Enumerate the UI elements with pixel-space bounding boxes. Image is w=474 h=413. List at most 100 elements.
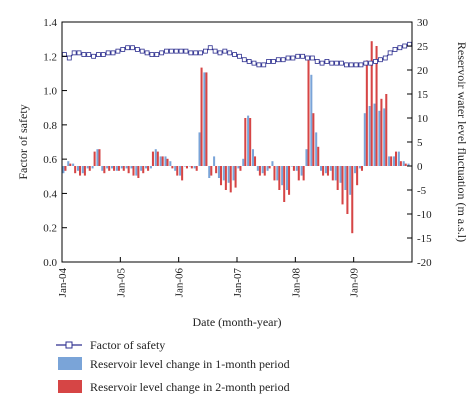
factor-of-safety-point (232, 52, 237, 57)
bar-1-month (290, 166, 293, 167)
factor-of-safety-point (202, 48, 208, 54)
factor-of-safety-point (261, 62, 267, 68)
bar-2-month (375, 46, 378, 166)
bar-1-month (193, 166, 196, 169)
y-left-tick-label: 1.2 (43, 51, 57, 63)
bar-1-month (392, 156, 395, 166)
factor-of-safety-point (207, 45, 213, 51)
bar-1-month (232, 166, 235, 181)
bar-2-month (142, 166, 145, 174)
factor-of-safety-point (139, 48, 145, 54)
bar-2-month (244, 118, 247, 166)
bar-1-month (368, 106, 371, 166)
bar-1-month (320, 166, 323, 171)
y-right-axis: -20 -15 -10 -5 0 5 10 15 20 25 30 (407, 17, 432, 269)
factor-of-safety-point (339, 60, 344, 66)
plot-frame (61, 21, 413, 263)
bar-2-month (390, 156, 393, 166)
factor-of-safety-point (305, 55, 310, 61)
factor-of-safety-point (86, 52, 92, 57)
x-tick-label: Jan-06 (174, 268, 186, 298)
y-left-tick-label: 1.0 (43, 86, 57, 98)
bar-1-month (222, 166, 225, 181)
y-right-tick-label: 25 (417, 41, 429, 53)
bar-1-month (256, 166, 259, 171)
factor-of-safety-point (246, 59, 252, 64)
bar-2-month (200, 67, 203, 166)
y-right-tick-label: 5 (417, 137, 423, 149)
factor-of-safety-point (120, 47, 126, 52)
bar-2-month (113, 166, 116, 171)
factor-of-safety-point (105, 50, 111, 56)
bar-1-month (198, 132, 201, 166)
bar-1-month (227, 166, 230, 183)
legend-label-1-month: Reservoir level change in 1-month period (90, 357, 290, 371)
y-left-tick-label: 0.2 (43, 223, 57, 235)
bar-1-month (407, 163, 410, 166)
factor-of-safety-point (178, 48, 184, 54)
bar-1-month (237, 166, 240, 169)
bar-1-month (208, 166, 211, 178)
x-tick-label: Jan-04 (57, 268, 69, 298)
bar-1-month (115, 166, 118, 171)
y-right-axis-title: Reservoir water level fluctuation (m a.s… (455, 42, 469, 242)
bar-2-month (64, 166, 67, 171)
bar-2-month (117, 166, 120, 171)
bar-1-month (120, 166, 123, 169)
factor-of-safety-point (314, 59, 320, 64)
factor-of-safety-point (100, 52, 106, 57)
bar-1-month (81, 166, 84, 174)
factor-of-safety-point (397, 45, 403, 51)
factor-of-safety-point (217, 50, 223, 56)
bar-2-month (137, 166, 140, 178)
factor-of-safety-point (159, 50, 165, 56)
factor-of-safety-point (81, 52, 87, 57)
bar-2-month (365, 60, 368, 166)
factor-of-safety-point (154, 52, 160, 57)
y-left-axis-title: Factor of safety (16, 104, 30, 179)
factor-of-safety-point (309, 55, 315, 61)
factor-of-safety-point (237, 53, 242, 59)
bar-2-month (185, 166, 188, 169)
bar-1-month (334, 166, 337, 181)
factor-of-safety-point (134, 47, 140, 52)
y-right-tick-label: 20 (417, 65, 429, 77)
bar-2-month (69, 163, 72, 166)
y-right-tick-label: 10 (417, 113, 429, 125)
x-tick-label: Jan-07 (232, 268, 244, 298)
factor-of-safety-point (358, 62, 364, 68)
bar-2-month (278, 166, 281, 190)
bar-2-month (297, 166, 300, 181)
bar-2-month (190, 166, 193, 169)
bar-1-month (62, 166, 65, 174)
bar-1-month (247, 115, 250, 166)
legend-label-factor-of-safety: Factor of safety (90, 338, 165, 352)
bar-1-month (86, 166, 89, 169)
bar-2-month (151, 151, 154, 166)
legend-label-2-month: Reservoir level change in 2-month period (90, 380, 290, 394)
bar-1-month (242, 158, 245, 166)
factor-of-safety-point (382, 55, 388, 61)
factor-of-safety-point (329, 60, 335, 66)
factor-of-safety-point (164, 48, 169, 54)
bar-1-month (329, 166, 332, 171)
bar-1-month (378, 110, 381, 166)
bar-2-month (254, 156, 257, 166)
bar-2-month (360, 166, 363, 171)
bar-2-month (394, 151, 398, 166)
bar-1-month (271, 161, 274, 166)
bar-1-month (164, 156, 167, 166)
bar-2-month (132, 166, 135, 176)
y-left-tick-label: 0.6 (43, 154, 57, 166)
bar-1-month (349, 166, 352, 195)
bar-2-month (210, 166, 213, 176)
y-right-tick-label: -5 (417, 185, 427, 197)
bar-2-month (88, 166, 91, 171)
factor-of-safety-point (373, 59, 378, 64)
bar-1-month (159, 156, 162, 166)
bar-2-month (336, 166, 339, 190)
y-right-tick-label: -20 (417, 257, 432, 269)
bar-1-month (324, 166, 327, 174)
legend-swatch-2-month (58, 380, 82, 393)
